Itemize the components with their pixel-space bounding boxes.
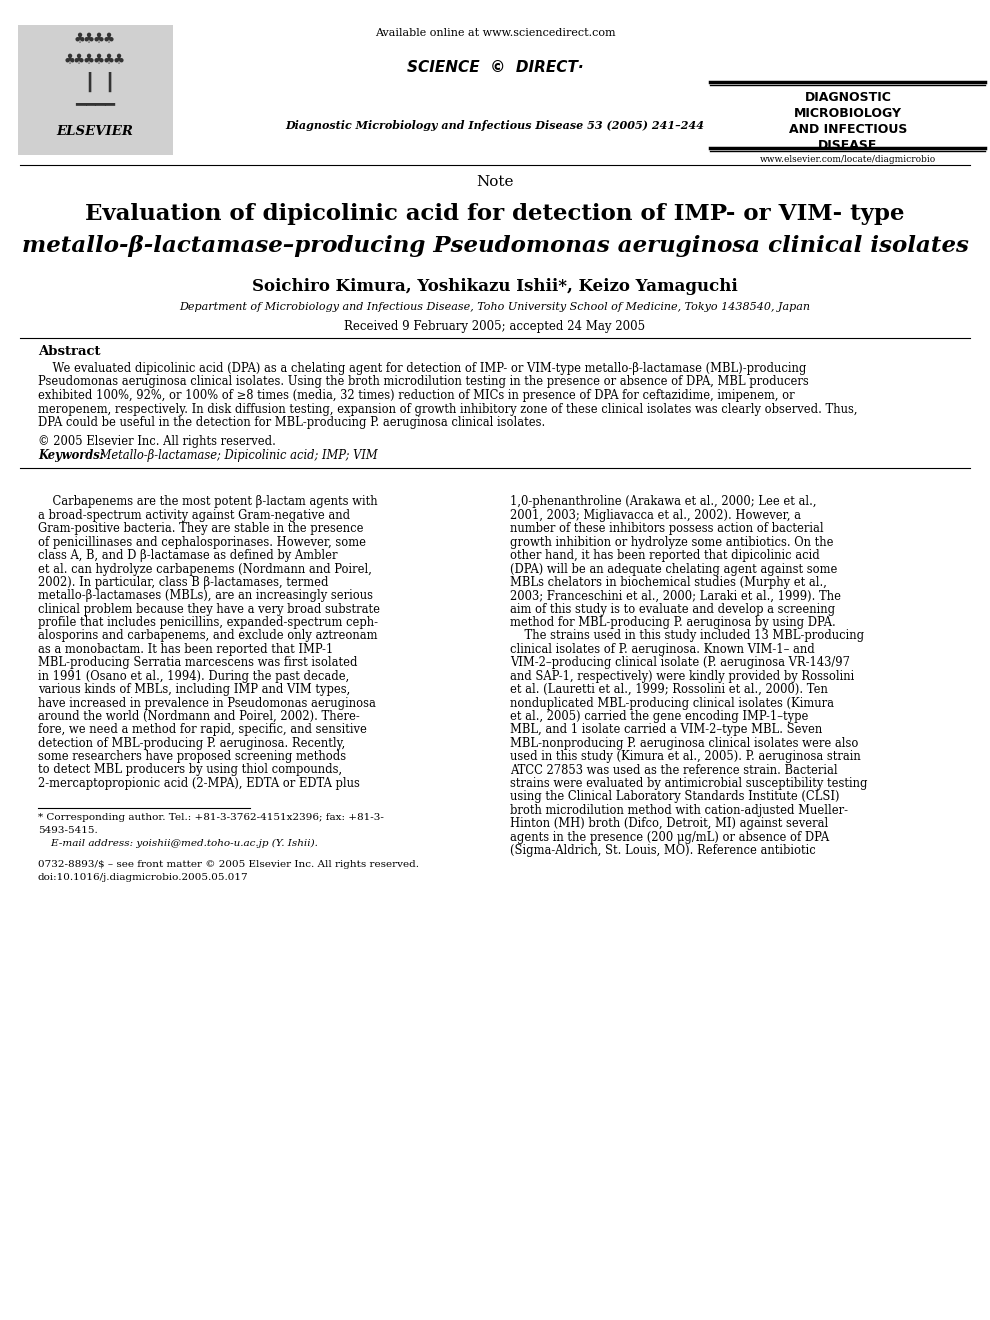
Text: method for MBL-producing P. aeruginosa by using DPA.: method for MBL-producing P. aeruginosa b… xyxy=(510,616,836,630)
Text: et al., 2005) carried the gene encoding IMP-1–type: et al., 2005) carried the gene encoding … xyxy=(510,710,809,723)
Text: VIM-2–producing clinical isolate (P. aeruginosa VR-143/97: VIM-2–producing clinical isolate (P. aer… xyxy=(510,656,850,669)
Text: (DPA) will be an adequate chelating agent against some: (DPA) will be an adequate chelating agen… xyxy=(510,562,838,576)
Text: 2-mercaptopropionic acid (2-MPA), EDTA or EDTA plus: 2-mercaptopropionic acid (2-MPA), EDTA o… xyxy=(38,777,360,789)
Text: other hand, it has been reported that dipicolinic acid: other hand, it has been reported that di… xyxy=(510,549,820,562)
Text: Pseudomonas aeruginosa clinical isolates. Using the broth microdilution testing : Pseudomonas aeruginosa clinical isolates… xyxy=(38,375,809,388)
Text: SCIENCE  ©  DIRECT·: SCIENCE © DIRECT· xyxy=(407,59,583,75)
Text: some researchers have proposed screening methods: some researchers have proposed screening… xyxy=(38,750,346,763)
Text: 2003; Franceschini et al., 2000; Laraki et al., 1999). The: 2003; Franceschini et al., 2000; Laraki … xyxy=(510,589,841,602)
Text: agents in the presence (200 μg/mL) or absence of DPA: agents in the presence (200 μg/mL) or ab… xyxy=(510,830,830,843)
Text: exhibited 100%, 92%, or 100% of ≥8 times (media, 32 times) reduction of MICs in : exhibited 100%, 92%, or 100% of ≥8 times… xyxy=(38,389,795,403)
Text: class A, B, and D β-lactamase as defined by Ambler: class A, B, and D β-lactamase as defined… xyxy=(38,549,338,562)
Text: using the Clinical Laboratory Standards Institute (CLSI): using the Clinical Laboratory Standards … xyxy=(510,791,840,804)
Text: ♣♣♣♣
♣♣♣♣♣♣
 ┃ ┃
━━━━: ♣♣♣♣ ♣♣♣♣♣♣ ┃ ┃ ━━━━ xyxy=(65,30,125,114)
Text: 0732-8893/$ – see front matter © 2005 Elsevier Inc. All rights reserved.: 0732-8893/$ – see front matter © 2005 El… xyxy=(38,861,419,870)
Text: et al. (Lauretti et al., 1999; Rossolini et al., 2000). Ten: et al. (Lauretti et al., 1999; Rossolini… xyxy=(510,684,828,696)
Text: Metallo-β-lactamase; Dipicolinic acid; IMP; VIM: Metallo-β-lactamase; Dipicolinic acid; I… xyxy=(96,450,377,462)
Text: Department of Microbiology and Infectious Disease, Toho University School of Med: Department of Microbiology and Infectiou… xyxy=(179,302,811,312)
Text: MBL, and 1 isolate carried a VIM-2–type MBL. Seven: MBL, and 1 isolate carried a VIM-2–type … xyxy=(510,723,823,737)
Text: We evaluated dipicolinic acid (DPA) as a chelating agent for detection of IMP- o: We evaluated dipicolinic acid (DPA) as a… xyxy=(38,362,807,375)
Text: in 1991 (Osano et al., 1994). During the past decade,: in 1991 (Osano et al., 1994). During the… xyxy=(38,669,349,682)
Text: to detect MBL producers by using thiol compounds,: to detect MBL producers by using thiol c… xyxy=(38,763,343,776)
Text: Keywords:: Keywords: xyxy=(38,450,104,462)
Text: 2002). In particular, class B β-lactamases, termed: 2002). In particular, class B β-lactamas… xyxy=(38,576,329,589)
Text: detection of MBL-producing P. aeruginosa. Recently,: detection of MBL-producing P. aeruginosa… xyxy=(38,737,346,750)
Text: Available online at www.sciencedirect.com: Available online at www.sciencedirect.co… xyxy=(374,28,616,38)
Text: Abstract: Abstract xyxy=(38,345,101,358)
Text: number of these inhibitors possess action of bacterial: number of these inhibitors possess actio… xyxy=(510,523,824,536)
Text: (Sigma-Aldrich, St. Louis, MO). Reference antibiotic: (Sigma-Aldrich, St. Louis, MO). Referenc… xyxy=(510,843,816,857)
Text: alosporins and carbapenems, and exclude only aztreonam: alosporins and carbapenems, and exclude … xyxy=(38,630,377,643)
Text: DPA could be useful in the detection for MBL-producing P. aeruginosa clinical is: DPA could be useful in the detection for… xyxy=(38,416,545,429)
Text: used in this study (Kimura et al., 2005). P. aeruginosa strain: used in this study (Kimura et al., 2005)… xyxy=(510,750,860,763)
Text: have increased in prevalence in Pseudomonas aeruginosa: have increased in prevalence in Pseudomo… xyxy=(38,697,376,710)
Text: MBL-nonproducing P. aeruginosa clinical isolates were also: MBL-nonproducing P. aeruginosa clinical … xyxy=(510,737,858,750)
Text: Carbapenems are the most potent β-lactam agents with: Carbapenems are the most potent β-lactam… xyxy=(38,495,377,508)
Text: Soichiro Kimura, Yoshikazu Ishii*, Keizo Yamaguchi: Soichiro Kimura, Yoshikazu Ishii*, Keizo… xyxy=(252,279,738,294)
Text: AND INFECTIOUS: AND INFECTIOUS xyxy=(789,123,907,136)
Text: strains were evaluated by antimicrobial susceptibility testing: strains were evaluated by antimicrobial … xyxy=(510,777,867,789)
Text: DIAGNOSTIC: DIAGNOSTIC xyxy=(805,91,891,104)
Text: Evaluation of dipicolinic acid for detection of IMP- or VIM- type: Evaluation of dipicolinic acid for detec… xyxy=(85,203,905,224)
Text: * Corresponding author. Tel.: +81-3-3762-4151x2396; fax: +81-3-: * Corresponding author. Tel.: +81-3-3762… xyxy=(38,813,384,822)
Text: Note: Note xyxy=(476,176,514,189)
Text: nonduplicated MBL-producing clinical isolates (Kimura: nonduplicated MBL-producing clinical iso… xyxy=(510,697,834,710)
Text: MICROBIOLOGY: MICROBIOLOGY xyxy=(794,107,902,120)
Text: broth microdilution method with cation-adjusted Mueller-: broth microdilution method with cation-a… xyxy=(510,804,848,817)
Text: 5493-5415.: 5493-5415. xyxy=(38,826,98,836)
Text: ELSEVIER: ELSEVIER xyxy=(56,125,134,139)
Text: MBL-producing Serratia marcescens was first isolated: MBL-producing Serratia marcescens was fi… xyxy=(38,656,357,669)
Text: Hinton (MH) broth (Difco, Detroit, MI) against several: Hinton (MH) broth (Difco, Detroit, MI) a… xyxy=(510,817,829,830)
Text: Gram-positive bacteria. They are stable in the presence: Gram-positive bacteria. They are stable … xyxy=(38,523,363,536)
Text: DISEASE: DISEASE xyxy=(819,139,878,152)
Text: ATCC 27853 was used as the reference strain. Bacterial: ATCC 27853 was used as the reference str… xyxy=(510,763,838,776)
Text: meropenem, respectively. In disk diffusion testing, expansion of growth inhibito: meropenem, respectively. In disk diffusi… xyxy=(38,403,857,416)
Text: Received 9 February 2005; accepted 24 May 2005: Received 9 February 2005; accepted 24 Ma… xyxy=(345,319,645,333)
Text: and SAP-1, respectively) were kindly provided by Rossolini: and SAP-1, respectively) were kindly pro… xyxy=(510,669,854,682)
Text: www.elsevier.com/locate/diagmicrobio: www.elsevier.com/locate/diagmicrobio xyxy=(760,154,937,164)
Text: Diagnostic Microbiology and Infectious Disease 53 (2005) 241–244: Diagnostic Microbiology and Infectious D… xyxy=(285,120,705,131)
Text: metallo-β-lactamases (MBLs), are an increasingly serious: metallo-β-lactamases (MBLs), are an incr… xyxy=(38,589,373,602)
Text: profile that includes penicillins, expanded-spectrum ceph-: profile that includes penicillins, expan… xyxy=(38,616,378,630)
Text: a broad-spectrum activity against Gram-negative and: a broad-spectrum activity against Gram-n… xyxy=(38,510,350,521)
Text: around the world (Nordmann and Poirel, 2002). There-: around the world (Nordmann and Poirel, 2… xyxy=(38,710,359,723)
Text: MBLs chelators in biochemical studies (Murphy et al.,: MBLs chelators in biochemical studies (M… xyxy=(510,576,827,589)
Text: 1,0-phenanthroline (Arakawa et al., 2000; Lee et al.,: 1,0-phenanthroline (Arakawa et al., 2000… xyxy=(510,495,817,508)
Text: various kinds of MBLs, including IMP and VIM types,: various kinds of MBLs, including IMP and… xyxy=(38,684,350,696)
Text: as a monobactam. It has been reported that IMP-1: as a monobactam. It has been reported th… xyxy=(38,643,334,656)
Text: metallo-β-lactamase–producing Pseudomonas aeruginosa clinical isolates: metallo-β-lactamase–producing Pseudomona… xyxy=(22,235,968,257)
Text: The strains used in this study included 13 MBL-producing: The strains used in this study included … xyxy=(510,630,864,643)
Text: et al. can hydrolyze carbapenems (Nordmann and Poirel,: et al. can hydrolyze carbapenems (Nordma… xyxy=(38,562,372,576)
Text: growth inhibition or hydrolyze some antibiotics. On the: growth inhibition or hydrolyze some anti… xyxy=(510,536,834,549)
Text: E-mail address: yoishii@med.toho-u.ac.jp (Y. Ishii).: E-mail address: yoishii@med.toho-u.ac.jp… xyxy=(38,840,318,849)
Text: of penicillinases and cephalosporinases. However, some: of penicillinases and cephalosporinases.… xyxy=(38,536,366,549)
Text: clinical isolates of P. aeruginosa. Known VIM-1– and: clinical isolates of P. aeruginosa. Know… xyxy=(510,643,815,656)
Text: © 2005 Elsevier Inc. All rights reserved.: © 2005 Elsevier Inc. All rights reserved… xyxy=(38,434,276,447)
Text: 2001, 2003; Migliavacca et al., 2002). However, a: 2001, 2003; Migliavacca et al., 2002). H… xyxy=(510,510,801,521)
Text: fore, we need a method for rapid, specific, and sensitive: fore, we need a method for rapid, specif… xyxy=(38,723,367,737)
Text: aim of this study is to evaluate and develop a screening: aim of this study is to evaluate and dev… xyxy=(510,603,836,615)
Bar xyxy=(18,25,173,154)
Text: doi:10.1016/j.diagmicrobio.2005.05.017: doi:10.1016/j.diagmicrobio.2005.05.017 xyxy=(38,874,248,882)
Text: clinical problem because they have a very broad substrate: clinical problem because they have a ver… xyxy=(38,603,380,615)
